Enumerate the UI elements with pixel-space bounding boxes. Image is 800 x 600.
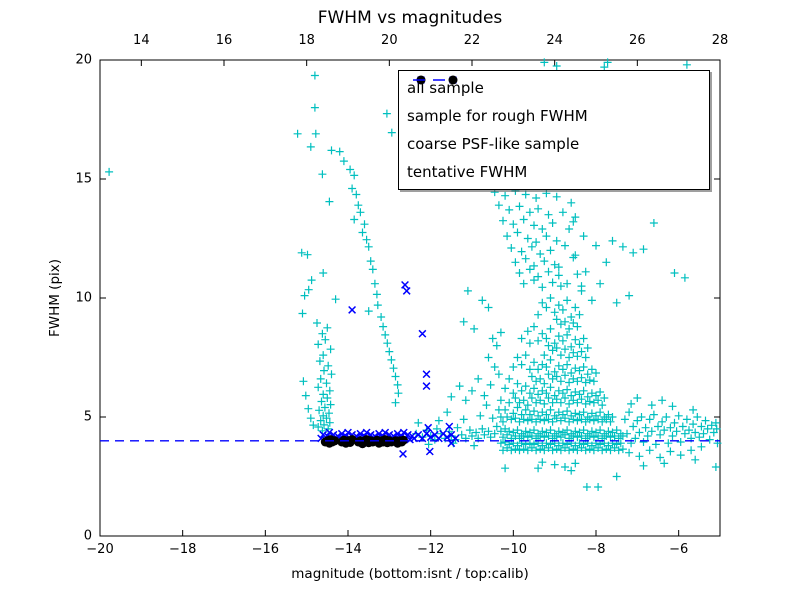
rough-fwhm-points [317,280,460,458]
x-top-tick-label: 18 [298,33,315,48]
all-sample-points [105,58,722,491]
x-bottom-tick-label: −10 [499,542,528,557]
y-tick-label: 10 [75,290,92,306]
y-tick-label: 20 [75,52,92,68]
chart-title: FWHM vs magnitudes [317,8,503,28]
legend-label: tentative FWHM [407,163,528,181]
x-bottom-tick-label: −18 [168,542,197,557]
x-top-tick-label: 22 [463,33,481,48]
coarse-psf-point [330,436,340,446]
legend-entry: coarse PSF-like sample [399,75,709,158]
x-bottom-tick-label: −6 [669,542,689,557]
x-bottom-tick-label: −14 [334,542,362,557]
y-tick-label: 0 [83,528,92,544]
x-bottom-tick-label: −16 [251,542,280,557]
x-top-tick-label: 28 [711,33,729,48]
legend: all sample sample for rough FWHM coarse PS… [398,70,710,190]
y-tick-label: 5 [83,409,92,425]
x-top-tick-label: 20 [381,33,398,48]
y-tick-label: 15 [75,171,92,187]
legend-label: coarse PSF-like sample [407,135,580,153]
x-top-tick-label: 16 [215,33,233,48]
legend-label: sample for rough FWHM [407,107,588,125]
dash-marker-icon [413,79,445,81]
axis-ticks [99,59,721,537]
legend-label: all sample [407,79,484,97]
legend-entry: sample for rough FWHM [399,76,709,130]
x-axis-label: magnitude (bottom:isnt / top:calib) [291,566,529,582]
x-bottom-tick-label: −20 [86,542,114,557]
legend-entry: tentative FWHM [399,79,709,186]
x-top-tick-label: 26 [629,33,646,48]
x-bottom-tick-label: −8 [586,542,606,557]
x-bottom-tick-label: −12 [416,542,445,557]
x-top-tick-label: 24 [546,33,563,48]
x-top-tick-label: 14 [133,33,150,48]
